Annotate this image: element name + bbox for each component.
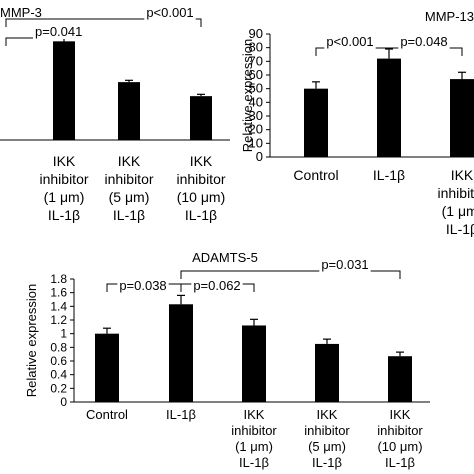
mmp3-category-label: inhibitor xyxy=(104,171,153,187)
mmp13-y-tick-label: 20 xyxy=(249,122,263,137)
mmp3-significance-bracket xyxy=(5,18,202,27)
mmp13-y-tick-label: 70 xyxy=(249,53,263,68)
adamts5-y-tick-label: 0.4 xyxy=(50,368,67,382)
mmp13-y-tick-label: 30 xyxy=(249,108,263,123)
mmp3-category-label: (10 μm) xyxy=(177,189,226,205)
mmp13-bar xyxy=(304,88,328,157)
mmp13-y-tick-label: 60 xyxy=(249,67,263,82)
mmp13-y-tick-label: 90 xyxy=(249,26,263,41)
mmp3-category-label: IKK xyxy=(53,153,76,169)
adamts5-y-tick-label: 1.6 xyxy=(50,286,67,300)
adamts5-p-value-backdrop xyxy=(117,278,169,293)
adamts5-category-label: inhibitor xyxy=(377,423,423,438)
mmp13-p-value: p<0.001 xyxy=(326,34,373,49)
adamts5-category-label: (10 μm) xyxy=(377,439,422,454)
mmp3-category-label: IL-1β xyxy=(185,207,217,223)
mmp3-bar xyxy=(190,96,212,140)
adamts5-bar xyxy=(388,356,412,402)
adamts5-y-tick-label: 1.2 xyxy=(50,313,67,327)
mmp3-category-label: IKK xyxy=(118,153,141,169)
adamts5-category-label: IL-1β xyxy=(312,455,342,470)
mmp3-bar xyxy=(118,82,140,140)
mmp13-y-tick-label: 10 xyxy=(249,135,263,150)
mmp3-category-label: (5 μm) xyxy=(109,189,150,205)
adamts5-p-value: p=0.038 xyxy=(119,278,166,293)
mmp13-significance-bracket xyxy=(315,47,390,56)
adamts5-y-axis-label: Relative expression xyxy=(24,284,39,397)
adamts5-p-value-backdrop xyxy=(319,257,371,272)
adamts5-category-label: (1 μm) xyxy=(235,439,273,454)
mmp13-title: MMP-13 xyxy=(425,9,474,24)
mmp13-y-tick-label: 80 xyxy=(249,40,263,55)
adamts5-bar xyxy=(242,325,266,402)
mmp13-category-label: IL-1β xyxy=(446,221,474,237)
adamts5-y-tick-label: 1 xyxy=(60,327,67,341)
adamts5-bar xyxy=(169,304,193,402)
mmp13-p-value-backdrop xyxy=(398,34,450,49)
adamts5-category-label: IKK xyxy=(244,407,265,422)
mmp3-category-label: inhibitor xyxy=(176,171,225,187)
adamts5-significance-bracket xyxy=(180,270,401,279)
adamts5-y-tick-label: 0 xyxy=(60,395,67,409)
adamts5-category-label: IL-1β xyxy=(385,455,415,470)
adamts5-bar xyxy=(315,343,339,402)
mmp3-p-value-backdrop xyxy=(33,24,85,39)
mmp3-category-label: inhibitor xyxy=(39,171,88,187)
adamts5-bar xyxy=(95,333,119,402)
mmp3-category-label: IL-1β xyxy=(113,207,145,223)
mmp13-bar xyxy=(377,58,401,157)
adamts5-y-tick-label: 1.4 xyxy=(50,299,67,313)
adamts5-p-value: p=0.062 xyxy=(193,278,240,293)
adamts5-category-label: IKK xyxy=(390,407,411,422)
adamts5-category-label: (5 μm) xyxy=(308,439,346,454)
adamts5-y-tick-label: 0.8 xyxy=(50,340,67,354)
adamts5-p-value-backdrop xyxy=(191,278,243,293)
mmp13-category-label: inhibitor xyxy=(437,185,474,201)
mmp13-p-value-backdrop xyxy=(324,34,376,49)
adamts5-y-tick-label: 0.2 xyxy=(50,381,67,395)
adamts5-y-tick-label: 0.6 xyxy=(50,354,67,368)
mmp3-bar xyxy=(53,41,75,141)
adamts5-y-tick-label: 1.8 xyxy=(50,272,67,286)
mmp3-title: MMP-3 xyxy=(0,5,42,20)
adamts5-category-label: IKK xyxy=(317,407,338,422)
mmp13-y-axis-label: Relative expression xyxy=(240,39,255,152)
mmp3-category-label: IL-1β xyxy=(48,207,80,223)
adamts5-p-value: p=0.031 xyxy=(321,257,368,272)
adamts5-category-label: inhibitor xyxy=(231,423,277,438)
mmp13-category-label: IKK xyxy=(451,167,474,183)
mmp13-y-tick-label: 50 xyxy=(249,81,263,96)
mmp13-significance-bracket xyxy=(388,47,463,56)
mmp13-y-tick-label: 0 xyxy=(256,149,263,164)
mmp13-p-value: p=0.048 xyxy=(400,34,447,49)
adamts5-category-label: Control xyxy=(86,407,128,422)
mmp13-category-label: IL-1β xyxy=(373,167,405,183)
mmp3-category-label: (1 μm) xyxy=(44,189,85,205)
mmp3-category-label: IKK xyxy=(190,153,213,169)
mmp13-y-tick-label: 40 xyxy=(249,94,263,109)
adamts5-category-label: IL-1β xyxy=(239,455,269,470)
mmp3-p-value: p<0.001 xyxy=(146,5,193,20)
mmp3-p-value-backdrop xyxy=(144,5,196,20)
adamts5-category-label: inhibitor xyxy=(304,423,350,438)
adamts5-category-label: IL-1β xyxy=(166,407,196,422)
mmp13-bar xyxy=(450,79,474,157)
mmp13-category-label: (1 μm) xyxy=(442,203,474,219)
adamts5-title: ADAMTS-5 xyxy=(192,250,258,265)
mmp13-category-label: Control xyxy=(293,167,338,183)
mmp3-p-value: p=0.041 xyxy=(35,24,82,39)
